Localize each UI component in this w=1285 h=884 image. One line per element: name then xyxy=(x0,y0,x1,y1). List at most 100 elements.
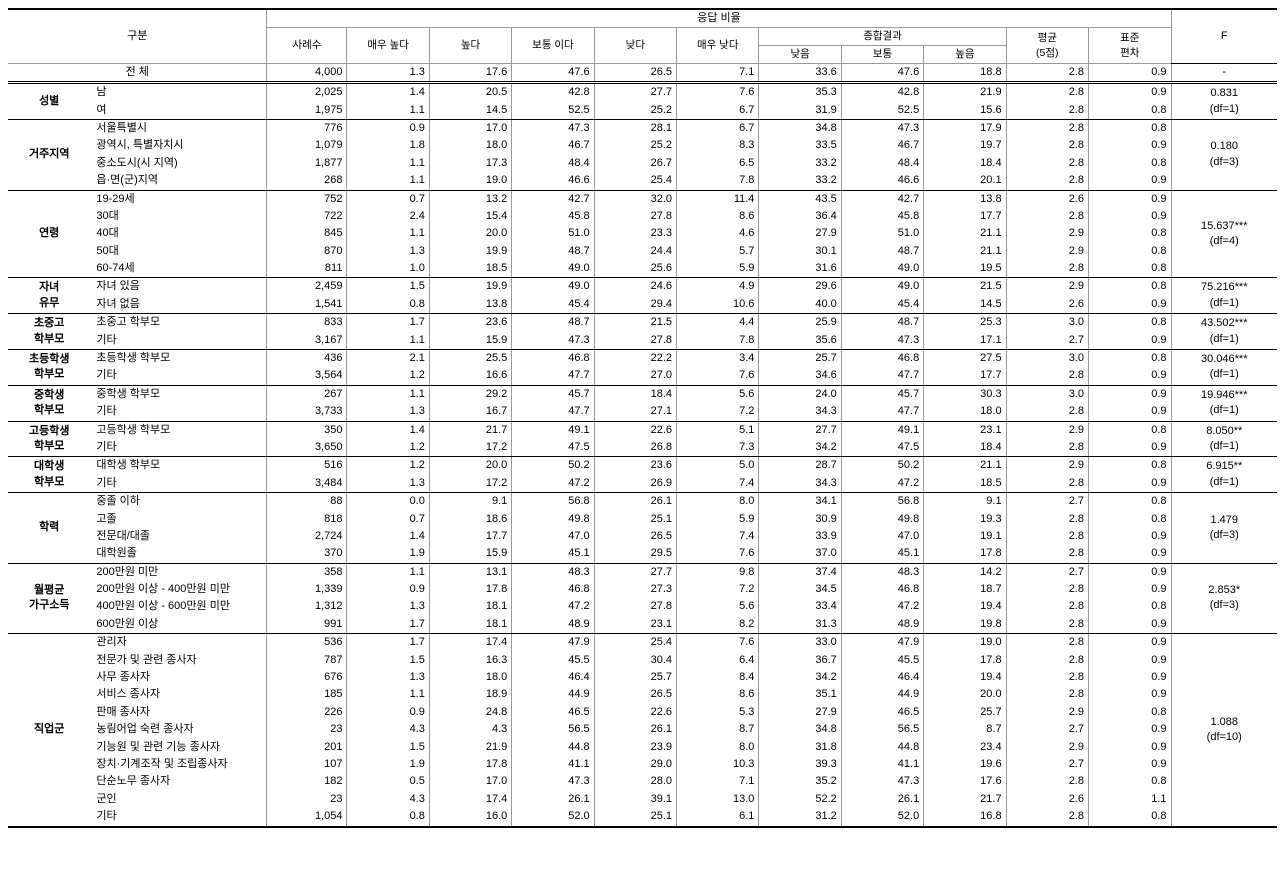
cell-value: 0.9 xyxy=(1088,208,1171,225)
cell-value: 2.8 xyxy=(1006,475,1088,493)
cell-value: 26.7 xyxy=(594,155,676,172)
cell-value: 46.8 xyxy=(841,581,923,598)
cell-value: 35.2 xyxy=(759,773,841,790)
table-row: 기타3,5641.216.647.727.07.634.647.717.72.8… xyxy=(8,367,1277,385)
cell-value: 25.7 xyxy=(924,704,1006,721)
cell-value: 0.9 xyxy=(1088,721,1171,738)
cell-value: 45.4 xyxy=(841,296,923,314)
row-label: 고졸 xyxy=(90,511,267,528)
cell-value: 31.3 xyxy=(759,616,841,634)
cell-n: 4,000 xyxy=(267,63,347,82)
cell-value: 13.1 xyxy=(429,563,511,581)
col-very-high: 매우 높다 xyxy=(347,28,429,63)
cell-value: 39.1 xyxy=(594,791,676,808)
cell-value: 27.8 xyxy=(594,598,676,615)
row-label: 단순노무 종사자 xyxy=(90,773,267,790)
cell-value: 8.3 xyxy=(677,137,759,154)
cell-value: 42.7 xyxy=(841,190,923,208)
cell-value: 1.3 xyxy=(347,669,429,686)
table-row: 40대8451.120.051.023.34.627.951.021.12.90… xyxy=(8,225,1277,242)
row-label: 기타 xyxy=(90,403,267,421)
cell-value: 0.9 xyxy=(347,704,429,721)
cell-value: 2.8 xyxy=(1006,669,1088,686)
cell-value: 0.9 xyxy=(1088,528,1171,545)
cell-value: 17.7 xyxy=(924,367,1006,385)
table-row: 30대7222.415.445.827.88.636.445.817.72.80… xyxy=(8,208,1277,225)
cell-value: 1.8 xyxy=(347,137,429,154)
cell-value: 2.8 xyxy=(1006,439,1088,457)
cell-n: 811 xyxy=(267,260,347,278)
cell-value: 0.8 xyxy=(1088,243,1171,260)
col-f: F xyxy=(1171,9,1277,63)
cell-value: 1.1 xyxy=(347,225,429,242)
cell-value: 5.3 xyxy=(677,704,759,721)
table-row: 기타3,4841.317.247.226.97.434.347.218.52.8… xyxy=(8,475,1277,493)
cell-n: 2,025 xyxy=(267,83,347,102)
cell-value: 29.6 xyxy=(759,278,841,296)
cell-value: 45.5 xyxy=(512,652,594,669)
cell-value: 27.3 xyxy=(594,581,676,598)
cell-value: 44.8 xyxy=(512,739,594,756)
cell-value: 8.7 xyxy=(924,721,1006,738)
cell-value: 5.7 xyxy=(677,243,759,260)
cell-value: 2.6 xyxy=(1006,296,1088,314)
row-label: 판매 종사자 xyxy=(90,704,267,721)
category-label: 월평균 가구소득 xyxy=(8,563,90,634)
cell-value: 46.6 xyxy=(512,172,594,190)
cell-value: 13.8 xyxy=(429,296,511,314)
row-label: 초등학생 학부모 xyxy=(90,350,267,368)
category-label: 성별 xyxy=(8,83,90,120)
cell-value: 1.9 xyxy=(347,756,429,773)
table-row: 대학원졸3701.915.945.129.57.637.045.117.82.8… xyxy=(8,545,1277,563)
cell-value: 14.2 xyxy=(924,563,1006,581)
cell-value: 0.9 xyxy=(347,119,429,137)
row-label: 사무 종사자 xyxy=(90,669,267,686)
cell-value: 47.3 xyxy=(512,332,594,350)
cell-value: 6.7 xyxy=(677,119,759,137)
cell-value: 25.4 xyxy=(594,634,676,652)
cell-value: 20.5 xyxy=(429,83,511,102)
cell-value: 39.3 xyxy=(759,756,841,773)
cell-value: 0.8 xyxy=(1088,278,1171,296)
cell-value: 17.8 xyxy=(924,545,1006,563)
cell-value: 34.2 xyxy=(759,669,841,686)
cell-value: 30.1 xyxy=(759,243,841,260)
cell-value: 49.1 xyxy=(841,421,923,439)
cell-value: 27.9 xyxy=(759,704,841,721)
cell-value: 8.6 xyxy=(677,208,759,225)
cell-value: 34.5 xyxy=(759,581,841,598)
row-label: 기타 xyxy=(90,808,267,826)
cell-value: 26.5 xyxy=(594,528,676,545)
cell-value: 2.8 xyxy=(1006,528,1088,545)
cell-value: 21.9 xyxy=(429,739,511,756)
cell-value: 45.7 xyxy=(512,385,594,403)
cell-value: 47.5 xyxy=(512,439,594,457)
cell-value: 33.2 xyxy=(759,155,841,172)
cell-value: 0.8 xyxy=(1088,421,1171,439)
cell-value: 2.9 xyxy=(1006,225,1088,242)
cell-n: 350 xyxy=(267,421,347,439)
cell-value: 5.9 xyxy=(677,511,759,528)
cell-value: 36.4 xyxy=(759,208,841,225)
cell-value: 33.5 xyxy=(759,137,841,154)
cell-value: 47.3 xyxy=(512,773,594,790)
row-label: 자녀 있음 xyxy=(90,278,267,296)
cell-n: 23 xyxy=(267,791,347,808)
col-n: 사례수 xyxy=(267,28,347,63)
cell-value: 28.0 xyxy=(594,773,676,790)
cell-value: 0.9 xyxy=(1088,581,1171,598)
cell-value: 0.8 xyxy=(1088,119,1171,137)
cell-n: 226 xyxy=(267,704,347,721)
cell-value: 0.7 xyxy=(347,190,429,208)
cell-value: 21.1 xyxy=(924,457,1006,475)
cell-value: 45.8 xyxy=(512,208,594,225)
cell-value: 56.8 xyxy=(512,493,594,511)
cell-value: 21.5 xyxy=(594,314,676,332)
cell-value: 1.3 xyxy=(347,598,429,615)
cell-value: 50.2 xyxy=(512,457,594,475)
cell-value: 16.3 xyxy=(429,652,511,669)
cell-value: 48.7 xyxy=(841,243,923,260)
row-label: 고등학생 학부모 xyxy=(90,421,267,439)
table-row: 직업군관리자5361.717.447.925.47.633.047.919.02… xyxy=(8,634,1277,652)
cell-value: 19.6 xyxy=(924,756,1006,773)
